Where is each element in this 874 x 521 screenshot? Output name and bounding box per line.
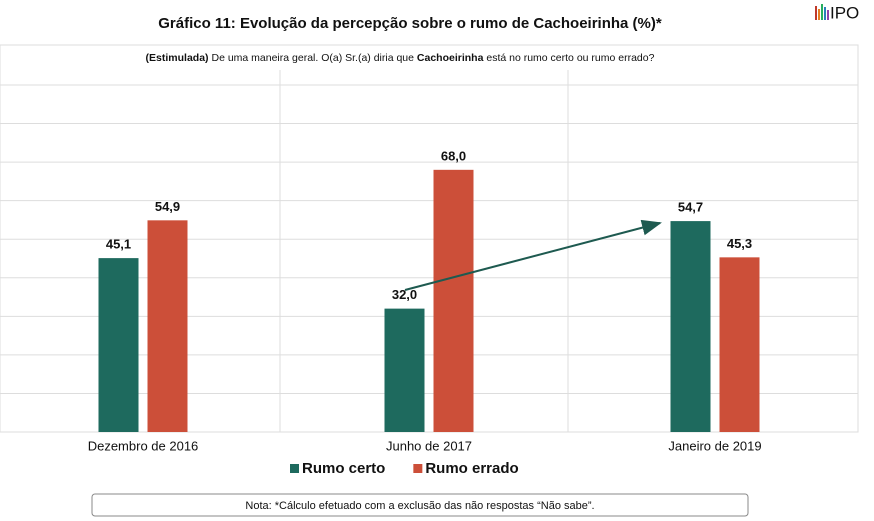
x-tick-label: Junho de 2017 [386,438,472,453]
legend-swatch [413,464,423,473]
logo: IPO [815,3,859,22]
value-label: 68,0 [441,148,466,163]
value-label: 45,1 [106,237,131,252]
chart-subtitle: (Estimulada) De uma maneira geral. O(a) … [146,52,655,64]
bar [384,308,425,432]
legend-swatch [290,464,299,473]
value-label: 54,7 [678,200,703,215]
bar [147,220,188,432]
legend-label: Rumo errado [425,460,518,477]
bar [433,169,474,433]
bar [98,258,139,432]
subtitle-part: De uma maneira geral. O(a) Sr.(a) diria … [209,52,417,64]
subtitle-part: (Estimulada) [146,52,209,64]
chart-title: Gráfico 11: Evolução da percepção sobre … [158,15,662,32]
x-tick-label: Janeiro de 2019 [668,438,761,453]
subtitle-part: está no rumo certo ou rumo errado? [483,52,654,64]
trend-arrow [404,219,662,291]
value-label: 32,0 [392,287,417,302]
logo-text: IPO [830,3,859,22]
value-label: 45,3 [727,236,752,251]
x-tick-label: Dezembro de 2016 [88,438,199,453]
legend-label: Rumo certo [302,460,385,477]
note-box [91,493,749,517]
note: Nota: *Cálculo efetuado com a exclusão d… [245,500,594,512]
bar [719,257,760,432]
value-label: 54,9 [155,199,180,214]
bar [670,221,711,432]
subtitle-part: Cachoeirinha [417,52,484,64]
